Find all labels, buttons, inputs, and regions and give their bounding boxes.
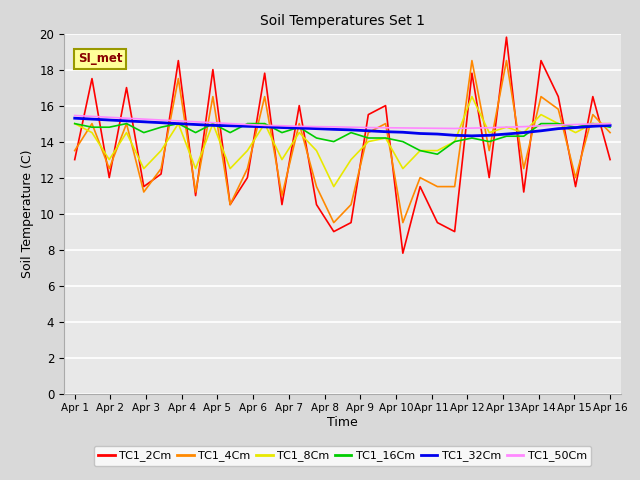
X-axis label: Time: Time — [327, 416, 358, 429]
Title: Soil Temperatures Set 1: Soil Temperatures Set 1 — [260, 14, 425, 28]
Y-axis label: Soil Temperature (C): Soil Temperature (C) — [20, 149, 34, 278]
Text: SI_met: SI_met — [78, 52, 122, 65]
Legend: TC1_2Cm, TC1_4Cm, TC1_8Cm, TC1_16Cm, TC1_32Cm, TC1_50Cm: TC1_2Cm, TC1_4Cm, TC1_8Cm, TC1_16Cm, TC1… — [93, 446, 591, 466]
